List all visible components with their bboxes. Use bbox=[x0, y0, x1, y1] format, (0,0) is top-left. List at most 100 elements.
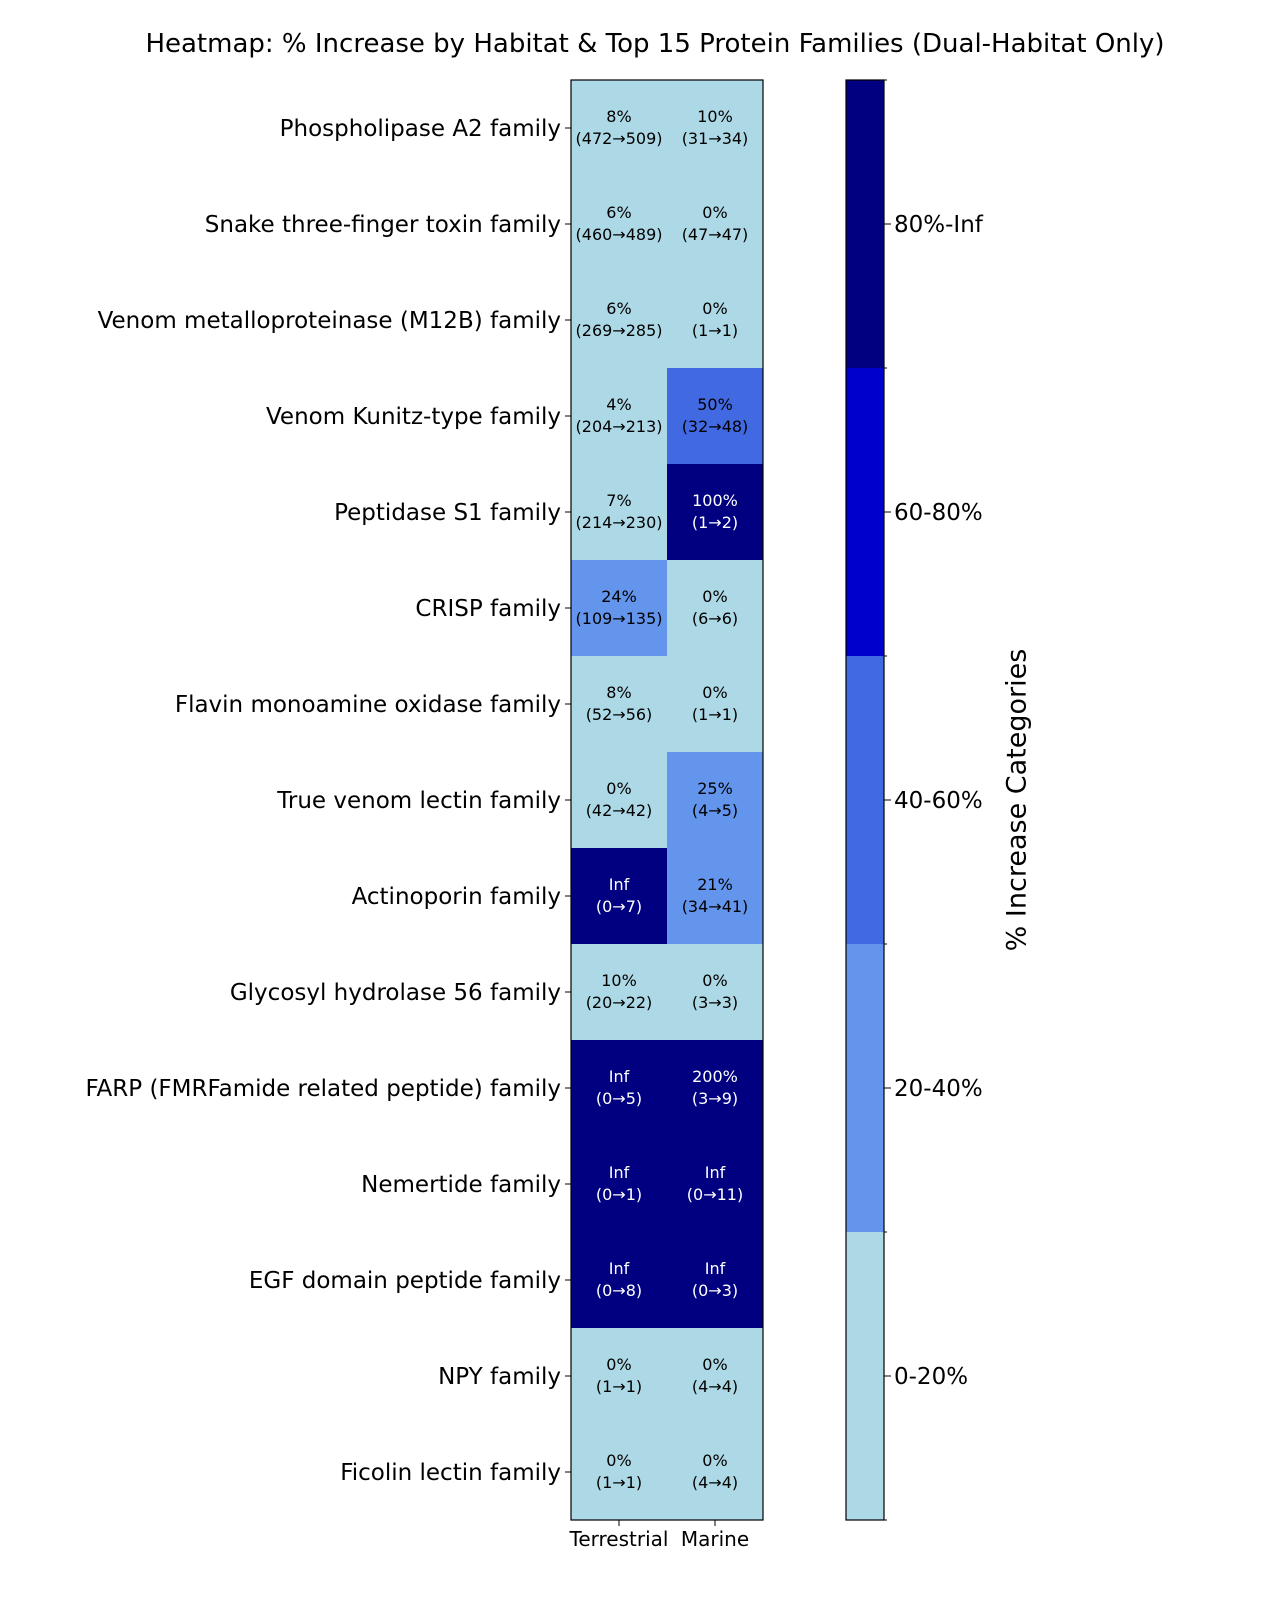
cell-count-label: (4→4) bbox=[692, 1377, 738, 1396]
colorbar-segment bbox=[846, 1232, 884, 1520]
heatmap-cell bbox=[571, 368, 667, 464]
heatmap-cell bbox=[667, 1424, 763, 1520]
column-label: Terrestrial bbox=[569, 1527, 669, 1551]
colorbar: 0-20% 20-40% 40-60% 60-80% 80%-Inf bbox=[845, 79, 984, 1521]
heatmap-cell bbox=[667, 1328, 763, 1424]
cell-percent-label: 0% bbox=[702, 1355, 727, 1374]
heatmap-cell bbox=[667, 1040, 763, 1136]
heatmap-cell bbox=[571, 848, 667, 944]
colorbar-tick-label: 60-80% bbox=[894, 500, 983, 526]
column-labels: Terrestrial Marine bbox=[569, 1520, 749, 1551]
cell-count-label: (204→213) bbox=[576, 417, 663, 436]
cell-percent-label: Inf bbox=[609, 1067, 630, 1086]
colorbar-tick-label: 40-60% bbox=[894, 788, 983, 814]
row-label: Peptidase S1 family bbox=[334, 500, 561, 526]
row-label: EGF domain peptide family bbox=[249, 1268, 561, 1294]
cell-percent-label: 0% bbox=[702, 203, 727, 222]
cell-percent-label: 6% bbox=[606, 299, 631, 318]
heatmap-cell bbox=[571, 656, 667, 752]
cell-percent-label: Inf bbox=[705, 1259, 726, 1278]
row-label: Nemertide family bbox=[361, 1172, 561, 1198]
cell-count-label: (4→4) bbox=[692, 1473, 738, 1492]
cell-percent-label: 4% bbox=[606, 395, 631, 414]
row-label: FARP (FMRFamide related peptide) family bbox=[85, 1076, 561, 1102]
heatmap-cells: 8% (472→509) 10% (31→34) 6% (460→489) 0% (47→47… bbox=[571, 80, 763, 1520]
cell-count-label: (42→42) bbox=[586, 801, 653, 820]
cell-percent-label: 24% bbox=[601, 587, 637, 606]
colorbar-segment bbox=[846, 944, 884, 1232]
cell-count-label: (6→6) bbox=[692, 609, 738, 628]
cell-count-label: (47→47) bbox=[682, 225, 749, 244]
cell-count-label: (3→9) bbox=[692, 1089, 738, 1108]
cell-count-label: (1→1) bbox=[692, 321, 738, 340]
cell-percent-label: 50% bbox=[697, 395, 733, 414]
colorbar-segment bbox=[846, 80, 884, 368]
row-label: Glycosyl hydrolase 56 family bbox=[230, 980, 561, 1006]
heatmap-cell bbox=[571, 1328, 667, 1424]
heatmap-cell bbox=[571, 80, 667, 176]
colorbar-segment bbox=[846, 368, 884, 656]
row-label: Venom Kunitz-type family bbox=[266, 404, 561, 430]
cell-percent-label: 0% bbox=[702, 587, 727, 606]
cell-percent-label: 0% bbox=[606, 779, 631, 798]
cell-percent-label: 0% bbox=[606, 1355, 631, 1374]
cell-count-label: (1→1) bbox=[692, 705, 738, 724]
cell-percent-label: 8% bbox=[606, 107, 631, 126]
heatmap-cell bbox=[667, 1232, 763, 1328]
row-label: Phospholipase A2 family bbox=[280, 116, 561, 142]
cell-count-label: (109→135) bbox=[576, 609, 663, 628]
heatmap-cell bbox=[571, 944, 667, 1040]
heatmap-cell bbox=[667, 464, 763, 560]
heatmap-cell bbox=[667, 1136, 763, 1232]
cell-count-label: (4→5) bbox=[692, 801, 738, 820]
cell-count-label: (31→34) bbox=[682, 129, 749, 148]
cell-percent-label: Inf bbox=[609, 1259, 630, 1278]
heatmap-cell bbox=[571, 752, 667, 848]
heatmap-cell bbox=[571, 560, 667, 656]
heatmap-cell bbox=[667, 368, 763, 464]
cell-percent-label: 100% bbox=[692, 491, 738, 510]
cell-count-label: (1→1) bbox=[596, 1377, 642, 1396]
heatmap-cell bbox=[667, 80, 763, 176]
cell-percent-label: 0% bbox=[702, 971, 727, 990]
row-label: Flavin monoamine oxidase family bbox=[175, 692, 561, 718]
cell-percent-label: 21% bbox=[697, 875, 733, 894]
heatmap-cell bbox=[667, 656, 763, 752]
row-label: Snake three-finger toxin family bbox=[205, 212, 561, 238]
cell-count-label: (0→1) bbox=[596, 1185, 642, 1204]
heatmap-cell bbox=[571, 272, 667, 368]
cell-count-label: (52→56) bbox=[586, 705, 653, 724]
cell-count-label: (460→489) bbox=[576, 225, 663, 244]
cell-percent-label: Inf bbox=[609, 1163, 630, 1182]
row-label: Actinoporin family bbox=[352, 884, 561, 910]
cell-percent-label: 0% bbox=[702, 683, 727, 702]
cell-percent-label: Inf bbox=[705, 1163, 726, 1182]
row-label: True venom lectin family bbox=[276, 788, 561, 814]
colorbar-tick-label: 0-20% bbox=[894, 1364, 968, 1390]
colorbar-tick-label: 20-40% bbox=[894, 1076, 983, 1102]
heatmap-cell bbox=[571, 1424, 667, 1520]
heatmap-cell bbox=[667, 944, 763, 1040]
column-label: Marine bbox=[681, 1527, 749, 1551]
cell-percent-label: 0% bbox=[606, 1451, 631, 1470]
chart-title: Heatmap: % Increase by Habitat & Top 15 … bbox=[145, 29, 1164, 59]
cell-percent-label: 6% bbox=[606, 203, 631, 222]
cell-count-label: (1→1) bbox=[596, 1473, 642, 1492]
cell-count-label: (214→230) bbox=[576, 513, 663, 532]
heatmap-cell bbox=[571, 464, 667, 560]
cell-count-label: (472→509) bbox=[576, 129, 663, 148]
cell-count-label: (269→285) bbox=[576, 321, 663, 340]
cell-count-label: (0→3) bbox=[692, 1281, 738, 1300]
cell-count-label: (1→2) bbox=[692, 513, 738, 532]
cell-count-label: (0→5) bbox=[596, 1089, 642, 1108]
cell-percent-label: 200% bbox=[692, 1067, 738, 1086]
heatmap-cell bbox=[571, 1040, 667, 1136]
row-label: Ficolin lectin family bbox=[340, 1460, 561, 1486]
cell-count-label: (3→3) bbox=[692, 993, 738, 1012]
heatmap-cell bbox=[571, 176, 667, 272]
row-label: CRISP family bbox=[415, 596, 561, 622]
row-labels: Phospholipase A2 family Snake three-finge… bbox=[85, 116, 571, 1486]
cell-percent-label: 7% bbox=[606, 491, 631, 510]
cell-percent-label: 25% bbox=[697, 779, 733, 798]
